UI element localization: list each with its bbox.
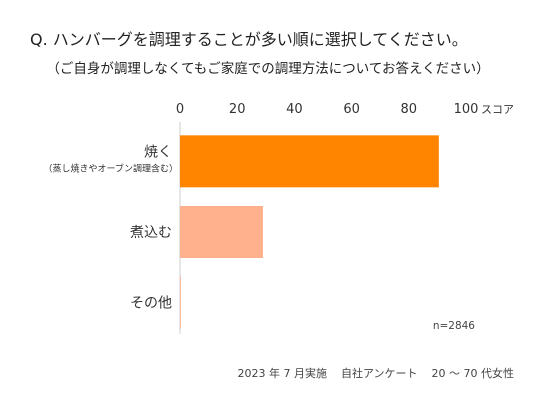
x-tick-label: 80 <box>401 102 418 117</box>
sample-size-annotation: n=2846 <box>433 320 475 332</box>
category-label: その他 <box>130 296 172 312</box>
survey-demographic: 20 〜 70 代女性 <box>431 367 514 380</box>
question-title: Q. ハンバーグを調理することが多い順に選択してください。 <box>30 30 468 49</box>
x-tick-label: 100 <box>454 102 479 117</box>
x-axis-label: スコア <box>481 103 514 116</box>
survey-date: 2023 年 7 月実施 <box>237 367 327 380</box>
survey-source: 自社アンケート <box>340 367 418 380</box>
bar <box>180 276 181 329</box>
category-label: 焼く <box>144 144 172 160</box>
x-tick-label: 40 <box>286 102 303 117</box>
x-tick-label: 20 <box>229 102 246 117</box>
question-subtitle: （ご自身が調理しなくてもご家庭での調理方法についてお答えください） <box>46 61 490 77</box>
survey-footer: 2023 年 7 月実施 自社アンケート 20 〜 70 代女性 <box>237 365 514 381</box>
category-label: 煮込む <box>130 225 172 241</box>
x-tick-label: 60 <box>343 102 360 117</box>
category-note: （蒸し焼きやオーブン調理含む） <box>44 162 178 174</box>
bar <box>180 206 263 258</box>
bar <box>180 135 439 188</box>
x-tick-label: 0 <box>176 102 184 117</box>
